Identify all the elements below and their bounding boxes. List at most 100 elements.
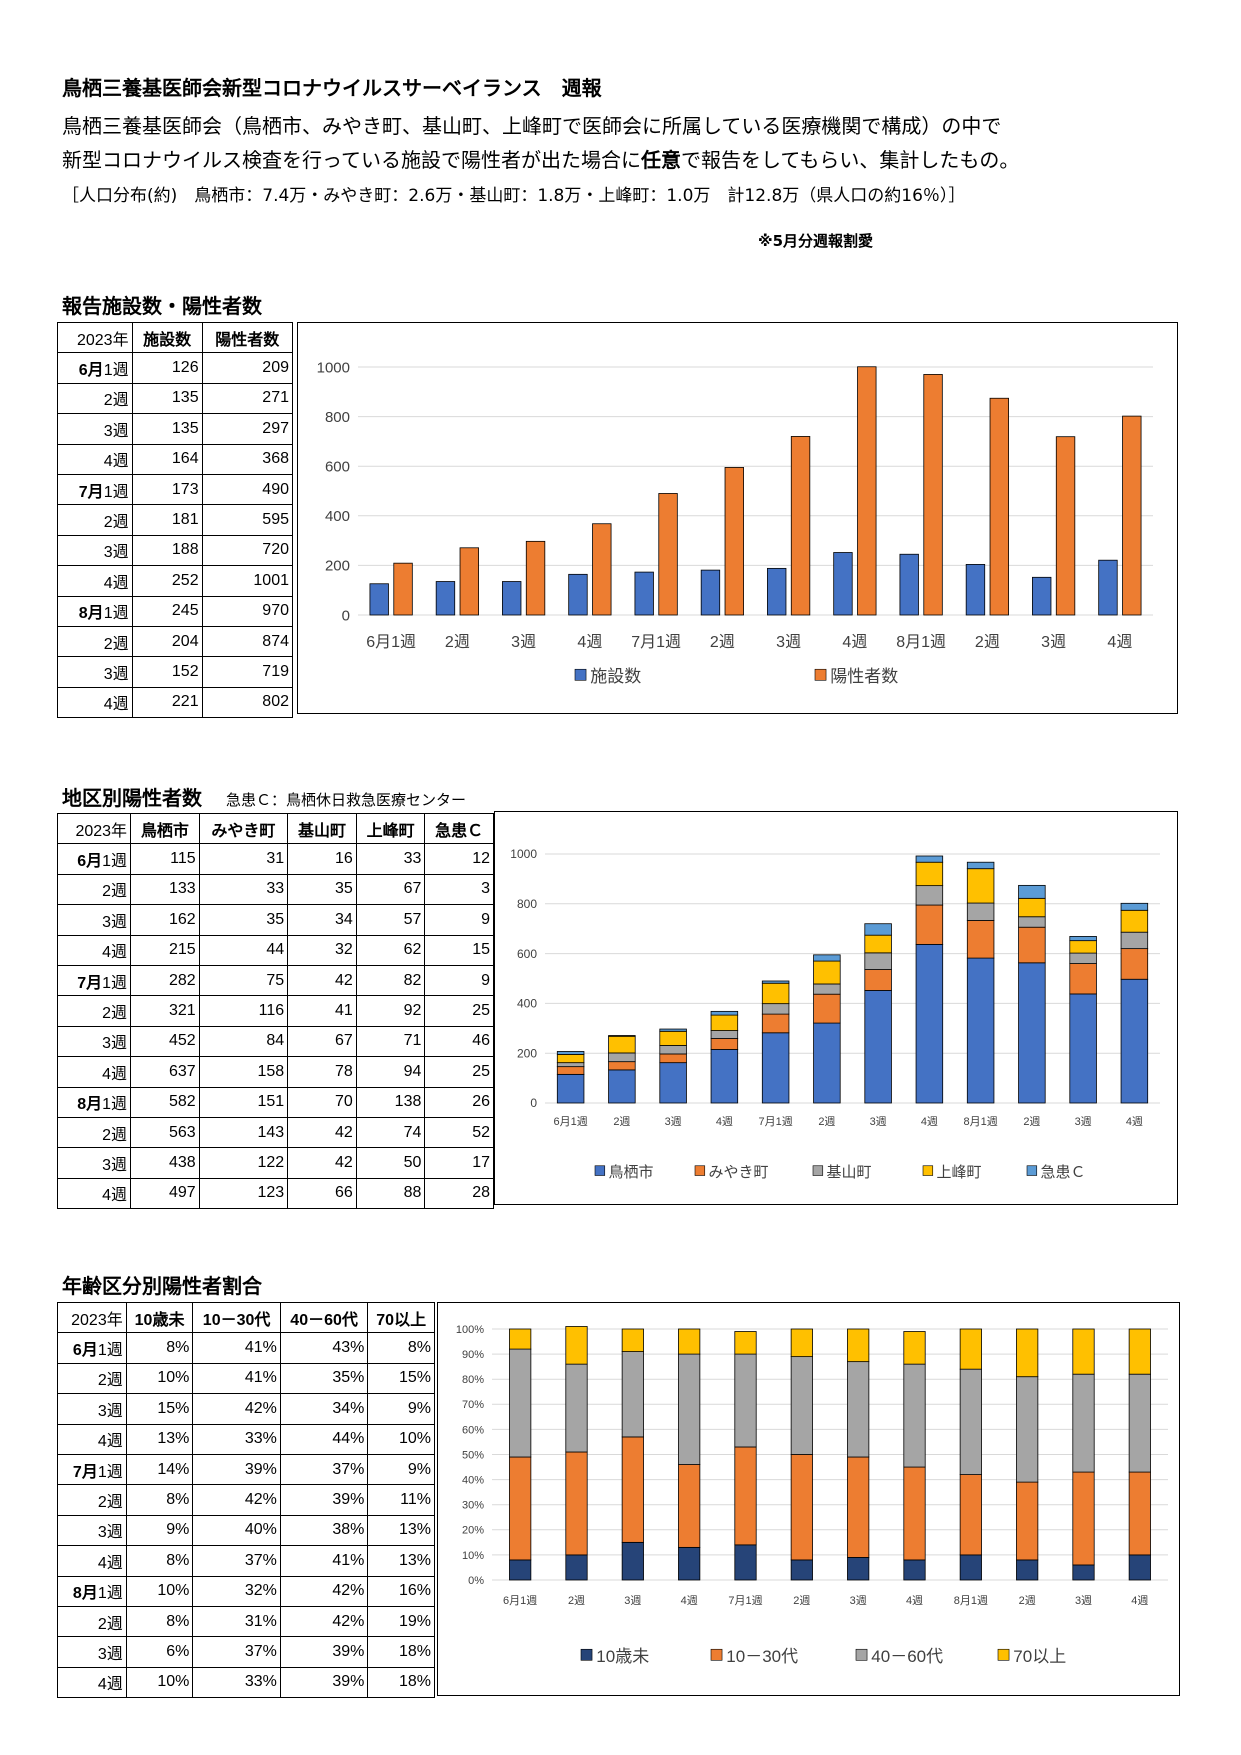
bar-segment xyxy=(710,1038,739,1050)
table-row: 7月1週 282 75 42 82 9 xyxy=(56,964,494,997)
x-tick-label: 4週 xyxy=(906,1594,923,1607)
value-cell: 143 xyxy=(198,1116,289,1149)
table-row: 2週 10% 41% 35% 15% xyxy=(57,1362,435,1395)
bar-segment xyxy=(1018,962,1046,1104)
bar-segment xyxy=(659,1045,687,1055)
bar-segment xyxy=(710,1049,739,1104)
value-cell: 173 xyxy=(131,473,203,506)
value-cell: 188 xyxy=(131,534,203,567)
value-cell: 126 xyxy=(131,352,203,384)
legend-label: 上峰町 xyxy=(937,1164,982,1181)
legend-label: 40－60代 xyxy=(871,1647,943,1666)
bar-segment xyxy=(790,1559,813,1581)
value-cell: 133 xyxy=(130,873,200,906)
table-row: 2週 133 33 35 67 3 xyxy=(56,873,494,906)
legend-label: 陽性者数 xyxy=(830,667,898,686)
x-tick-label: 4週 xyxy=(921,1115,938,1128)
age-header-cell: 10－30代 xyxy=(192,1301,281,1334)
value-cell: 39% xyxy=(192,1453,281,1486)
bar-segment xyxy=(678,1546,701,1581)
bar-segment xyxy=(659,1028,687,1032)
table-row: 2週 8% 42% 39% 11% xyxy=(57,1484,435,1516)
bar-segment xyxy=(847,1361,870,1458)
y-tick-label: 0% xyxy=(468,1575,484,1587)
facility-header-row: 2023年 施設数 陽性者数 xyxy=(57,321,294,354)
bar-segment xyxy=(761,1013,790,1034)
value-cell: 582 xyxy=(130,1086,200,1118)
legend-label: 急患Ｃ xyxy=(1041,1164,1086,1181)
x-tick-label: 6月1週 xyxy=(554,1115,588,1128)
bar-segment xyxy=(903,1466,926,1561)
district-header-cell: 基山町 xyxy=(287,812,357,845)
bar xyxy=(525,540,546,616)
y-tick-label: 800 xyxy=(517,897,537,911)
week-cell: 3週 xyxy=(57,534,133,567)
bar-segment xyxy=(621,1541,644,1581)
value-cell: 1001 xyxy=(201,565,294,597)
x-tick-label: 8月1週 xyxy=(896,633,946,651)
bar-segment xyxy=(1120,902,1149,911)
week-cell: 2週 xyxy=(56,1116,132,1149)
week-cell: 4週 xyxy=(56,934,132,966)
population-note: ［人口分布(約) 鳥栖市：7.4万・みやき町：2.6万・基山町：1.8万・上峰町… xyxy=(62,186,966,206)
y-tick-label: 1000 xyxy=(317,359,350,376)
bar-segment xyxy=(864,952,892,970)
x-tick-label: 3週 xyxy=(1075,1594,1092,1607)
bar-segment xyxy=(608,1035,636,1037)
table-row: 8月1週 582 151 70 138 26 xyxy=(56,1086,494,1118)
bar xyxy=(1122,415,1142,616)
legend-swatch xyxy=(694,1165,706,1176)
value-cell: 8% xyxy=(125,1484,194,1516)
bar-segment xyxy=(608,1069,636,1104)
week-cell: 6月1週 xyxy=(56,843,132,875)
table-row: 3週 15% 42% 34% 9% xyxy=(57,1393,435,1425)
y-tick-label: 800 xyxy=(325,409,350,426)
value-cell: 164 xyxy=(131,443,203,475)
month-label: 7月 xyxy=(72,1463,98,1481)
value-cell: 321 xyxy=(130,995,200,1027)
value-cell: 18% xyxy=(367,1636,435,1668)
value-cell: 595 xyxy=(201,504,294,536)
bar-segment xyxy=(959,1328,982,1370)
bar-segment xyxy=(608,1052,636,1063)
bar-segment xyxy=(734,1446,757,1546)
x-tick-label: 3週 xyxy=(870,1115,887,1128)
bar xyxy=(965,564,986,616)
table-row: 4週 637 158 78 94 25 xyxy=(56,1056,494,1088)
value-cell: 970 xyxy=(201,595,294,627)
value-cell: 720 xyxy=(201,534,294,567)
bar-segment xyxy=(1120,931,1149,950)
value-cell: 39% xyxy=(279,1484,369,1516)
value-cell: 33% xyxy=(192,1666,281,1699)
table-row: 4週 13% 33% 44% 10% xyxy=(57,1423,435,1455)
x-tick-label: 2週 xyxy=(1023,1115,1040,1128)
bar-segment xyxy=(761,1032,790,1104)
y-tick-label: 90% xyxy=(462,1349,484,1361)
value-cell: 41% xyxy=(192,1362,281,1395)
bar-segment xyxy=(710,1014,739,1031)
value-cell: 13% xyxy=(367,1545,435,1577)
value-cell: 70 xyxy=(287,1086,357,1118)
table-row: 2週 204 874 xyxy=(57,625,294,658)
table-row: 2週 563 143 42 74 52 xyxy=(56,1116,494,1149)
table-row: 4週 497 123 66 88 28 xyxy=(56,1177,494,1210)
value-cell: 158 xyxy=(198,1056,289,1088)
table-row: 6月1週 115 31 16 33 12 xyxy=(56,843,494,875)
table-row: 3週 6% 37% 39% 18% xyxy=(57,1636,435,1668)
month-label: 8月 xyxy=(77,1096,103,1114)
value-cell: 18% xyxy=(367,1666,435,1699)
value-cell: 32 xyxy=(287,934,357,966)
value-cell: 39% xyxy=(279,1666,369,1699)
age-chart-svg: 0% 10% 20% 30% 40% 50% 60% 70% 80% 90% 100% 6月1週 2週 3… xyxy=(456,1324,1168,1666)
value-cell: 92 xyxy=(355,995,426,1027)
bar-segment xyxy=(1072,1373,1095,1473)
legend-label: 10－30代 xyxy=(726,1647,798,1666)
value-cell: 42 xyxy=(287,1147,357,1179)
value-cell: 9% xyxy=(125,1514,194,1547)
table-row: 7月1週 173 490 xyxy=(57,473,294,506)
bar-segment xyxy=(903,1363,926,1468)
value-cell: 221 xyxy=(131,686,203,719)
y-tick-label: 0 xyxy=(530,1096,537,1110)
bar xyxy=(568,573,588,616)
x-tick-label: 8月1週 xyxy=(964,1115,998,1128)
